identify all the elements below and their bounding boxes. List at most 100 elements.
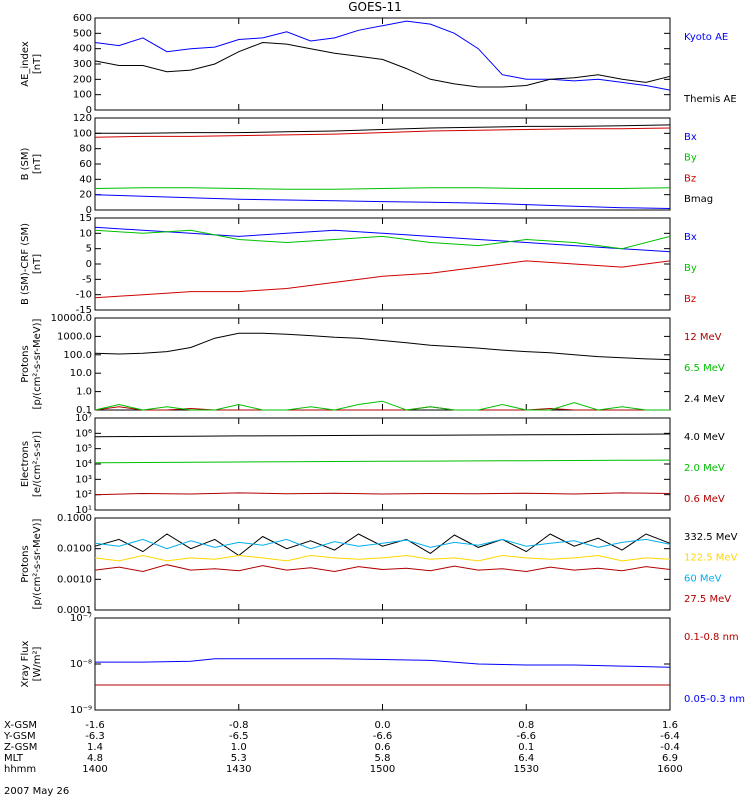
y-tick-label: 100	[73, 90, 92, 101]
series-line-2-4-MeV	[94, 332, 671, 361]
panel-3: -15 -10 -5 0 5 10 15 B (SM)-CRF (SM) [nT] Bx By Bz	[20, 213, 697, 316]
figure-title: GOES-11	[348, 0, 402, 14]
y-tick-label: -15	[76, 305, 92, 316]
y-tick-label: 60	[79, 159, 92, 170]
y-tick-label: 10⁻⁷	[70, 613, 92, 624]
y-tick-label: 10	[79, 228, 92, 239]
y-tick-label: 20	[79, 190, 92, 201]
legend-entry: 0.05-0.3 nm	[684, 694, 745, 705]
y-tick-label: 10.0	[70, 368, 92, 379]
legend-entry: Bmag	[684, 194, 713, 205]
series-line-0-05-0-3-nm	[95, 658, 671, 668]
y-tick-label: 10⁷	[75, 413, 92, 424]
legend-entry: By	[684, 153, 697, 164]
y-axis-label: [nT]	[32, 154, 43, 174]
panel-5: 10¹ 10² 10³ 10⁴ 10⁵ 10⁶ 10⁷ Electrons [e/(cm²-s-…	[20, 413, 725, 516]
y-tick-label: 0	[86, 105, 92, 116]
y-tick-label: 10⁻⁸	[70, 659, 92, 670]
series-line-By	[94, 187, 671, 190]
legend-entry: Bx	[684, 132, 697, 143]
panel-frame	[94, 17, 671, 111]
legend-entry: 6.5 MeV	[684, 363, 725, 374]
series-line-Bmag	[95, 124, 671, 134]
panel-2: 0 20 40 60 80 100 120 B (SM) [nT] Bx By Bz Bmag	[20, 113, 713, 216]
legend-entry: Kyoto AE	[684, 32, 728, 43]
panel-4: 0.1 1.0 10.0 100.0 1000.0 10000.0 Protons [p/(c…	[20, 313, 725, 416]
y-tick-label: 10⁻⁹	[70, 705, 92, 716]
y-tick-label: 1.0	[76, 387, 92, 398]
y-axis-label: B (SM)-CRF (SM)	[20, 223, 31, 305]
panel-frame	[94, 117, 671, 211]
y-tick-label: 100	[73, 128, 92, 139]
legend-entry: 2.4 MeV	[684, 394, 725, 405]
y-tick-label: 10⁵	[75, 444, 92, 455]
y-tick-label: 40	[79, 174, 92, 185]
series-line-2-0-MeV	[94, 459, 671, 464]
series-line-By	[94, 229, 671, 250]
series-line-27-5-MeV	[94, 564, 671, 573]
legend-entry: 60 MeV	[684, 573, 722, 584]
panel-frame	[94, 617, 671, 711]
y-axis-label: [p/(cm²-s-sr-MeV)]	[32, 318, 43, 409]
series-line-Bx	[94, 226, 671, 253]
y-tick-label: 10000.0	[51, 313, 92, 324]
panel-frame	[94, 417, 671, 511]
legend-entry: 332.5 MeV	[684, 532, 738, 543]
y-axis-label: [nT]	[32, 54, 43, 74]
y-axis-label: Protons	[20, 545, 31, 582]
y-axis-label: B (SM)	[20, 147, 31, 180]
legend-entry: Bz	[684, 173, 696, 184]
legend-entry: 0.6 MeV	[684, 494, 725, 505]
legend-entry: Bx	[684, 232, 697, 243]
y-axis-label: Protons	[20, 345, 31, 382]
series-line-6-5-MeV	[94, 400, 670, 411]
y-tick-label: 120	[73, 113, 92, 124]
y-tick-label: 10³	[75, 474, 92, 485]
y-tick-label: 0.0001	[57, 605, 92, 616]
series-line-Themis-AE	[94, 41, 671, 88]
legend-entry: 122.5 MeV	[684, 553, 738, 564]
y-tick-label: 80	[79, 144, 92, 155]
y-axis-label: [p/(cm²-s-sr-MeV)]	[32, 518, 43, 609]
panel-1: 0 100 200 300 400 500 600 AE_index [nT] Kyoto AE T…	[20, 13, 737, 116]
panel-frame	[94, 517, 671, 611]
y-tick-label: 15	[79, 213, 92, 224]
series-line-332-5-MeV	[94, 533, 671, 557]
y-tick-label: 10⁴	[75, 459, 92, 470]
legend-entry: 2.0 MeV	[684, 463, 725, 474]
series-line-4-0-MeV	[94, 433, 671, 438]
y-axis-label: AE_index	[20, 41, 31, 87]
series-line-60-MeV	[94, 538, 671, 550]
y-tick-label: 600	[73, 13, 92, 24]
series-line-Bx	[94, 194, 671, 209]
legend-entry: By	[684, 263, 697, 274]
y-tick-label: 1000.0	[57, 331, 92, 342]
y-tick-label: 100.0	[63, 350, 92, 361]
legend-entry: 0.1-0.8 nm	[684, 632, 739, 643]
legend-entry: 12 MeV	[684, 332, 722, 343]
y-tick-label: 500	[73, 28, 92, 39]
y-tick-label: 10²	[75, 490, 92, 501]
series-line-12-MeV	[94, 406, 670, 411]
y-tick-label: -5	[82, 274, 92, 285]
panel-7: 10⁻⁹ 10⁻⁸ 10⁻⁷ Xray Flux [W/m²] 0.1-0.8 nm 0.0…	[20, 613, 745, 716]
y-tick-label: 10¹	[75, 505, 92, 516]
panel-6: 0.0001 0.0010 0.0100 0.1000 Protons [p/(cm²-s…	[20, 513, 738, 616]
legend-entry: 27.5 MeV	[684, 594, 731, 605]
panel-frame	[94, 217, 671, 311]
y-tick-label: 400	[73, 44, 92, 55]
y-tick-label: 0	[86, 259, 92, 270]
y-tick-label: 0.0010	[57, 574, 92, 585]
series-line-Bz	[94, 127, 671, 138]
y-tick-label: 0.0100	[57, 544, 92, 555]
y-tick-label: 0.1	[76, 405, 92, 416]
y-tick-label: 5	[86, 244, 92, 255]
y-axis-label: [nT]	[32, 254, 43, 274]
y-tick-label: 10⁶	[75, 428, 92, 439]
y-axis-label: [e/(cm²-s-sr)]	[32, 431, 43, 497]
y-tick-label: 300	[73, 59, 92, 70]
series-line-Bz	[94, 260, 671, 299]
panel-frame	[94, 317, 671, 411]
legend-entry: 4.0 MeV	[684, 432, 725, 443]
